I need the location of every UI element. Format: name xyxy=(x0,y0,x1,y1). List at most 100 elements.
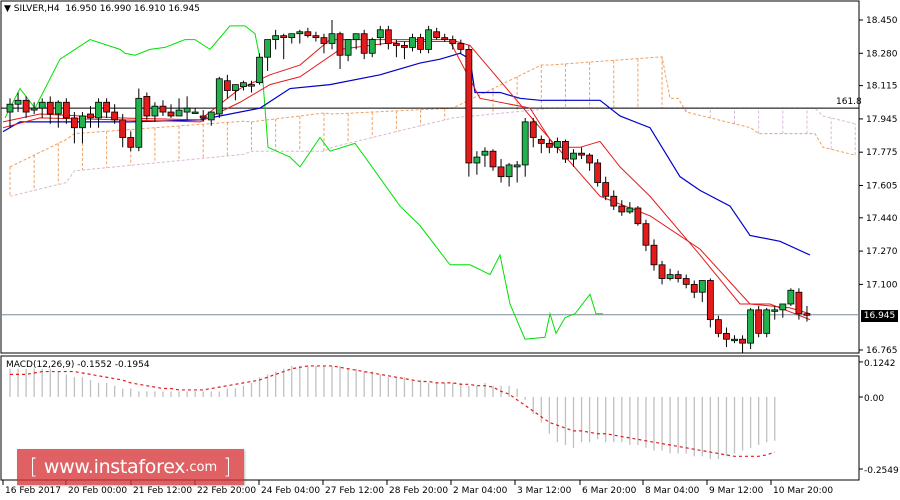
candle xyxy=(690,283,698,293)
candle xyxy=(159,105,167,113)
price-tick: 18.280 xyxy=(866,49,898,59)
macd-tick: -0.2549 xyxy=(864,466,899,476)
price-tick: 17.605 xyxy=(866,181,898,191)
instaforex-watermark[interactable]: [ www.instaforex .com ] xyxy=(17,449,244,485)
candle xyxy=(795,291,803,315)
chikou-span xyxy=(4,25,603,340)
time-tick: 8 Mar 04:00 xyxy=(645,486,700,496)
candle xyxy=(642,223,650,246)
candle xyxy=(570,152,577,160)
time-tick: 16 Feb 2017 xyxy=(5,486,61,496)
time-tick: 6 Mar 20:00 xyxy=(582,486,637,496)
candle xyxy=(143,95,151,117)
candle xyxy=(135,97,143,148)
candle xyxy=(304,31,312,37)
candle xyxy=(554,141,561,148)
candle xyxy=(248,84,255,87)
bracket-right: ] xyxy=(223,455,232,479)
candle xyxy=(513,164,521,168)
candle xyxy=(465,48,473,164)
candle xyxy=(95,101,102,119)
candle xyxy=(545,142,553,148)
candle xyxy=(344,39,352,56)
candle xyxy=(594,162,602,183)
price-tick: 17.945 xyxy=(866,115,898,125)
candle xyxy=(481,150,489,156)
candle xyxy=(360,33,368,54)
time-tick: 27 Feb 12:00 xyxy=(325,486,384,496)
candle xyxy=(207,111,215,121)
watermark-suffix: .com xyxy=(185,459,218,475)
candle xyxy=(723,332,730,340)
candle xyxy=(167,111,175,117)
candle xyxy=(682,278,690,285)
candle xyxy=(191,111,199,114)
candles xyxy=(6,20,811,353)
candle xyxy=(14,99,22,105)
time-axis: 16 Feb 2017 20 Feb 00:00 21 Feb 12:00 22 Fe… xyxy=(2,480,833,496)
candle xyxy=(336,33,344,56)
candle xyxy=(626,207,634,213)
bracket-left: [ xyxy=(29,455,38,479)
candle xyxy=(151,105,159,117)
candle xyxy=(610,195,618,207)
candle xyxy=(392,43,400,46)
candle xyxy=(505,164,513,178)
time-tick: 10 Mar 20:00 xyxy=(773,486,833,496)
candle xyxy=(215,78,223,115)
candle xyxy=(666,274,674,279)
fibo-level-label: 161.8 xyxy=(836,97,862,107)
candle xyxy=(425,29,433,50)
macd-title: MACD(12,26,9) -0.1552 -0.1954 xyxy=(6,360,150,370)
candle xyxy=(54,101,62,115)
candle xyxy=(529,121,537,138)
candle xyxy=(87,113,94,119)
candle xyxy=(473,156,481,164)
candle xyxy=(401,45,408,48)
time-tick: 20 Feb 00:00 xyxy=(68,486,127,496)
price-panel xyxy=(0,0,860,354)
candle xyxy=(417,37,424,50)
time-tick: 24 Feb 04:00 xyxy=(261,486,320,496)
candle xyxy=(38,101,46,109)
candle xyxy=(256,56,263,84)
candle xyxy=(674,274,682,279)
macd-plot xyxy=(9,365,776,460)
macd-tick: 0.1242 xyxy=(864,359,896,369)
time-tick: 3 Mar 12:00 xyxy=(517,486,572,496)
candle xyxy=(433,31,441,39)
candle xyxy=(747,309,754,344)
candle xyxy=(328,33,336,44)
candle xyxy=(62,101,70,119)
candle xyxy=(111,111,119,121)
candle xyxy=(497,166,505,178)
candle xyxy=(223,80,231,91)
candle xyxy=(312,35,320,39)
candle xyxy=(706,280,714,321)
candle xyxy=(264,39,272,58)
candle xyxy=(119,119,127,138)
candle xyxy=(771,309,779,312)
candle xyxy=(6,103,14,113)
chart-title: ▼ SILVER,H4 16.950 16.990 16.910 16.945 xyxy=(4,4,200,14)
candle xyxy=(46,101,54,115)
candle xyxy=(280,35,288,39)
candle xyxy=(175,109,183,117)
candle xyxy=(409,37,416,48)
candle xyxy=(384,29,392,44)
candle xyxy=(30,107,38,111)
price-plot xyxy=(1,20,859,353)
candle xyxy=(715,319,722,334)
candle xyxy=(457,43,465,50)
candle xyxy=(183,107,191,113)
price-tick: 17.100 xyxy=(866,280,898,290)
candle xyxy=(79,115,86,129)
candle xyxy=(103,101,110,113)
candle xyxy=(755,309,763,334)
candle xyxy=(240,82,247,87)
candle xyxy=(71,117,78,129)
price-tick: 18.450 xyxy=(866,16,898,26)
price-tick: 17.440 xyxy=(866,214,898,224)
candle xyxy=(618,205,626,213)
